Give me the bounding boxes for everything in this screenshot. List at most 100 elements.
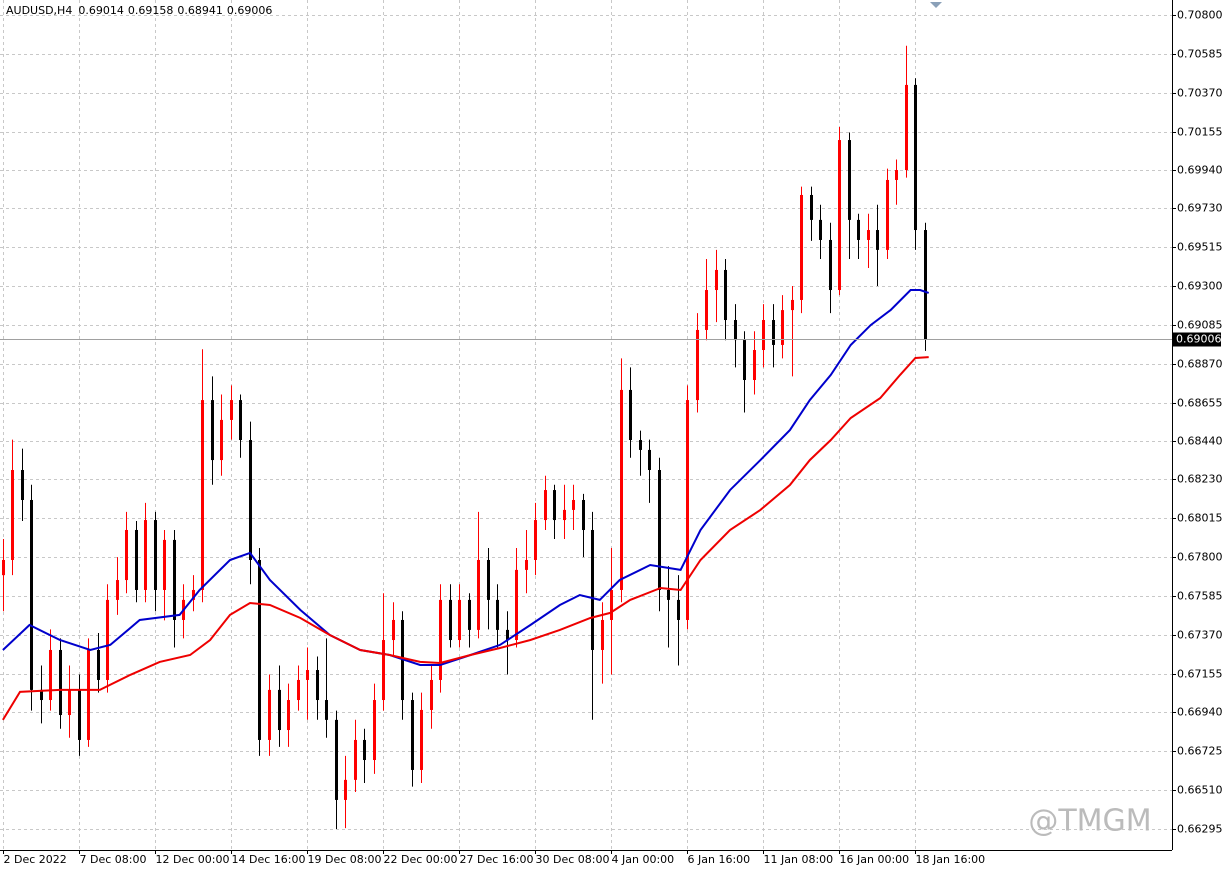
candle-body	[724, 269, 727, 321]
candle-body	[639, 439, 642, 450]
y-tick-label: 0.69730	[1177, 202, 1223, 215]
y-tick-label: 0.66510	[1177, 784, 1223, 797]
y-tick-label: 0.68655	[1177, 397, 1223, 410]
x-tick-label: 2 Dec 2022	[4, 853, 67, 866]
candle-body	[144, 520, 147, 590]
candle-body	[316, 670, 319, 701]
candle-body	[857, 219, 860, 240]
candle-body	[838, 140, 841, 291]
candle-body	[553, 490, 556, 521]
candle-body	[772, 320, 775, 345]
candle-body	[810, 194, 813, 220]
candle-body	[525, 559, 528, 570]
candle-body	[325, 700, 328, 720]
candle-body	[781, 310, 784, 345]
candle-body	[629, 389, 632, 440]
candle-body	[867, 230, 870, 240]
candle-body	[30, 499, 33, 690]
candle-body	[658, 469, 661, 590]
y-tick-label: 0.68870	[1177, 358, 1223, 371]
candle-body	[239, 400, 242, 440]
candle-body	[458, 599, 461, 641]
candle-body	[449, 599, 452, 641]
candle-body	[496, 599, 499, 630]
candle-body	[895, 170, 898, 180]
candle-body	[125, 529, 128, 581]
y-tick-label: 0.68230	[1177, 473, 1223, 486]
candle-body	[791, 299, 794, 311]
candle-body	[819, 219, 822, 240]
candle-body	[620, 389, 623, 590]
candle-body	[762, 320, 765, 351]
symbol-text: AUDUSD,H4	[6, 4, 72, 17]
y-tick-label: 0.69515	[1177, 241, 1223, 254]
moving-average	[2, 356, 929, 721]
candle-body	[487, 559, 490, 600]
y-tick-label: 0.69300	[1177, 280, 1223, 293]
candle-body	[686, 400, 689, 620]
open: 0.69014	[78, 4, 124, 17]
candle-body	[848, 140, 851, 220]
candle-body	[230, 400, 233, 420]
candle-body	[876, 230, 879, 250]
candle-body	[544, 490, 547, 521]
candle-body	[753, 350, 756, 381]
x-tick-label: 11 Jan 08:00	[764, 853, 834, 866]
y-tick-label: 0.67585	[1177, 590, 1223, 603]
candle-body	[914, 84, 917, 231]
candle-body	[192, 589, 195, 600]
candle-body	[905, 84, 908, 171]
candle-body	[78, 689, 81, 740]
candle-body	[363, 739, 366, 761]
candle-body	[506, 629, 509, 641]
candle-body	[800, 194, 803, 300]
candle-body	[667, 589, 670, 600]
candle-body	[572, 499, 575, 510]
plot	[0, 45, 1172, 830]
symbol: AUDUSD,H4 0.69014 0.69158 0.68941 0.69006	[6, 4, 272, 17]
x-tick-label: 6 Jan 16:00	[688, 853, 751, 866]
candle-body	[439, 599, 442, 680]
candle-body	[87, 649, 90, 740]
candle-body	[468, 599, 471, 630]
scroll-marker	[930, 2, 942, 8]
y-tick-label: 0.70155	[1177, 126, 1223, 139]
candle-body	[591, 529, 594, 650]
x-tick-label: 14 Dec 16:00	[232, 853, 306, 866]
candle-body	[278, 689, 281, 731]
y-tick-label: 0.66725	[1177, 745, 1223, 758]
candle-body	[201, 400, 204, 590]
moving-average	[2, 289, 930, 666]
candle-body	[715, 269, 718, 291]
y-tick-label: 0.68440	[1177, 435, 1223, 448]
candle-body	[829, 239, 832, 291]
candle-body	[601, 619, 604, 650]
x-tick-label: 4 Jan 00:00	[612, 853, 675, 866]
candle-body	[477, 559, 480, 630]
candle-body	[373, 700, 376, 761]
candle-body	[306, 670, 309, 680]
candle-body	[154, 520, 157, 590]
candle-body	[382, 640, 385, 701]
y-tick-label: 0.68015	[1177, 512, 1223, 525]
candle-body	[582, 499, 585, 530]
candle-body	[287, 700, 290, 731]
y-tick-label: 0.67155	[1177, 668, 1223, 681]
candle-body	[59, 649, 62, 716]
candle-body	[21, 469, 24, 500]
candle-body	[610, 589, 613, 620]
candle-body	[886, 179, 889, 250]
candle-body	[743, 340, 746, 381]
x-tick-label: 7 Dec 08:00	[80, 853, 147, 866]
close: 0.69006	[227, 4, 273, 17]
candle-body	[420, 709, 423, 770]
y-tick-label: 0.67370	[1177, 629, 1223, 642]
candle-body	[515, 569, 518, 641]
last-price-label: 0.69006	[1176, 333, 1222, 346]
candle-body	[68, 689, 71, 716]
candle-body	[430, 679, 433, 710]
y-tick-label: 0.66295	[1177, 823, 1223, 836]
x-tick-label: 27 Dec 16:00	[460, 853, 534, 866]
